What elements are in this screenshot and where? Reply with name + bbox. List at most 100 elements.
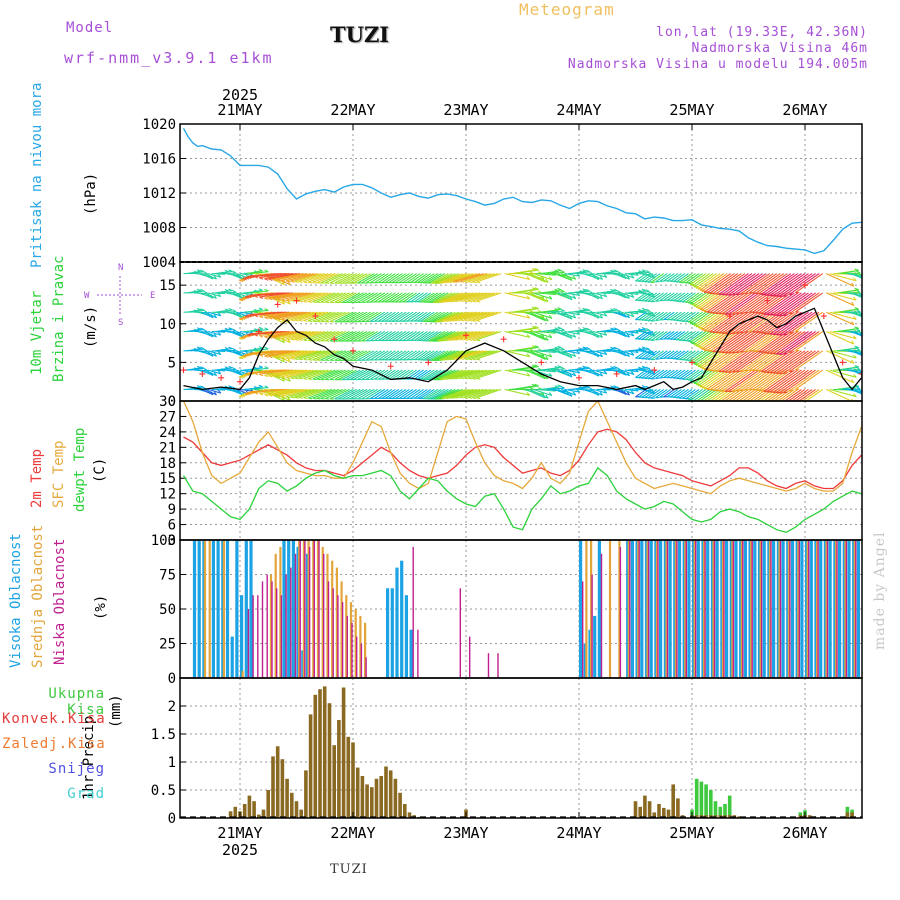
wind-barb (444, 292, 470, 302)
wind-barb (585, 369, 600, 377)
wind-barb (638, 388, 650, 398)
gust-marker (463, 332, 469, 339)
wind-barb-head (286, 338, 291, 341)
wind-barb (779, 273, 813, 297)
wind-barb (377, 292, 393, 303)
wind-barb (772, 350, 806, 374)
wind-barb (447, 273, 474, 283)
convective-rain-bar (275, 746, 280, 818)
wind-barb-head (320, 282, 325, 284)
convective-rain-bar (228, 811, 233, 818)
wind-barb-head (459, 299, 465, 303)
wind-barb-head (569, 276, 573, 281)
wind-barb (522, 388, 545, 396)
mid-cloud-bar (354, 609, 357, 678)
wind-barb (365, 388, 382, 400)
convective-rain-bar (233, 806, 238, 818)
wind-barb-head (453, 377, 458, 380)
wind-barb (447, 388, 474, 399)
wind-barb (635, 350, 647, 359)
wind-barb (414, 273, 428, 283)
wind-barb (200, 369, 214, 377)
wind-barb (417, 369, 432, 380)
wind-barb (345, 292, 364, 303)
wind-barb (861, 273, 862, 275)
wind-barb (422, 369, 439, 380)
wind-barb-head (582, 269, 587, 272)
wind-barb (647, 331, 661, 341)
total-rain-bar (699, 781, 704, 818)
high-cloud-bar (400, 560, 404, 678)
wind-barb (402, 350, 417, 361)
wind-barb (298, 350, 325, 360)
wind-barb (398, 350, 414, 361)
wind-barb (685, 292, 700, 303)
wind-barb (659, 273, 672, 282)
wind-barb (699, 311, 725, 330)
wind-barb (218, 309, 233, 313)
wind-barb (693, 311, 714, 327)
wind-barb (682, 311, 696, 322)
credit-watermark: made by Angel (872, 531, 888, 651)
wind-barb (437, 311, 460, 322)
wind-barb (211, 292, 226, 295)
wind-barb (476, 292, 502, 302)
wind-barb (406, 331, 421, 341)
wind-barb (603, 290, 618, 294)
wind-barb (369, 369, 386, 380)
wind-barb (281, 388, 311, 397)
wind-barb (675, 388, 689, 399)
y-tick-label: 30 (159, 394, 176, 410)
wind-barb (459, 330, 488, 340)
wind-direction-cross (97, 276, 142, 316)
wind-barb-head (272, 394, 277, 398)
wind-barb (857, 311, 862, 315)
wind-barb-head (854, 345, 860, 349)
low-cloud-bar (247, 609, 250, 678)
wind-barb (783, 273, 816, 297)
y-tick-label: 9 (168, 502, 176, 518)
wind-barb-head (865, 354, 867, 357)
wind-barb (575, 329, 590, 333)
wind-barb (724, 369, 756, 392)
wind-barb (365, 292, 382, 303)
wind-barb (286, 273, 315, 282)
wind-barb (459, 292, 488, 301)
wind-barb-head (545, 317, 549, 322)
wind-barb (259, 330, 294, 337)
wind-barb (294, 350, 322, 360)
high-cloud-bar (225, 540, 230, 678)
wind-barb (682, 350, 696, 361)
wind-barb (334, 311, 354, 323)
wind-barb (857, 350, 862, 353)
wind-barb-head (203, 290, 208, 294)
wind-barb (374, 292, 389, 303)
wind-barb (850, 350, 862, 356)
wind-barb (391, 273, 407, 284)
mid-cloud-bar (825, 540, 828, 678)
wind-barb-head (244, 276, 249, 280)
wind-barb (200, 350, 214, 357)
wind-barb (276, 369, 308, 377)
wind-barb-head (572, 314, 577, 319)
wind-barb-head (545, 394, 549, 399)
wind-barb (635, 291, 650, 294)
wind-barb (345, 350, 364, 361)
high-cloud-bar (682, 540, 686, 678)
high-cloud-bar (809, 540, 813, 678)
wind-barb (428, 292, 446, 303)
mid-cloud-bar (241, 671, 244, 678)
wind-barb-head (853, 316, 857, 320)
convective-rain-bar (332, 745, 336, 818)
wind-barb-head (272, 298, 277, 301)
wind-barb (647, 350, 661, 360)
wind-barb (571, 367, 587, 371)
wind-barb (232, 292, 246, 300)
wind-barb (857, 369, 862, 373)
wind-barb (345, 388, 364, 400)
wind-barb (614, 388, 627, 396)
wind-barb (775, 273, 809, 297)
wind-barb (564, 330, 580, 335)
wind-barb-head (294, 280, 299, 283)
wind-barb (693, 292, 714, 307)
